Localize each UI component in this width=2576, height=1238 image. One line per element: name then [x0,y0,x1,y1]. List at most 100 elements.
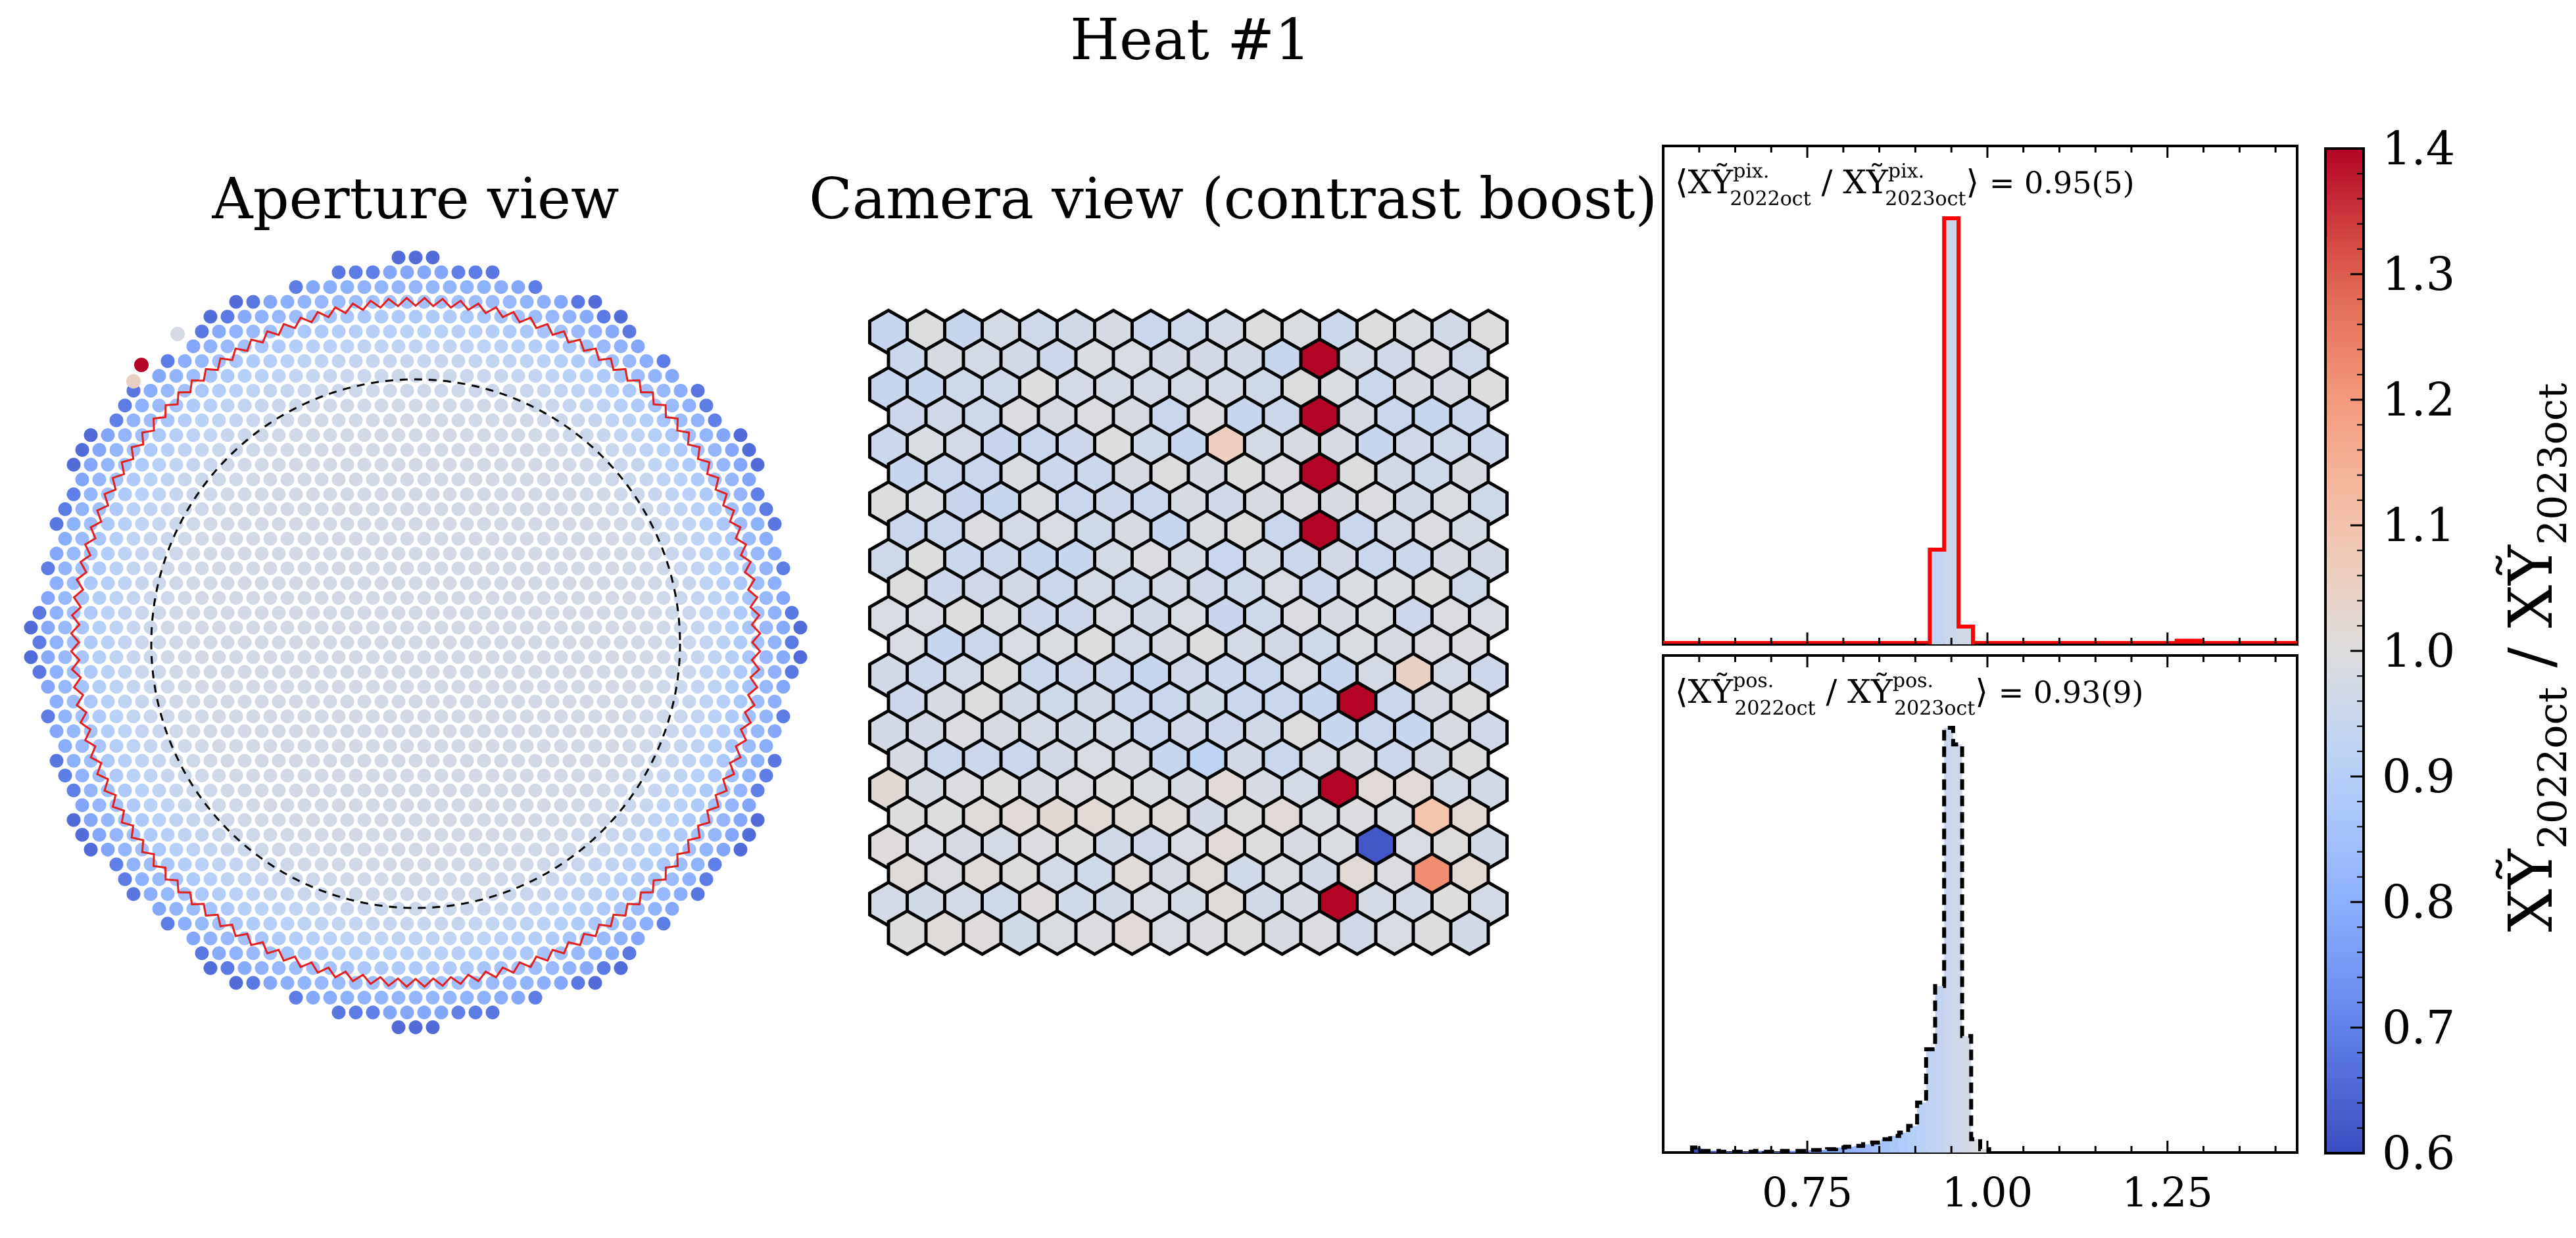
aperture-pixel [673,680,688,694]
aperture-pixel [562,546,577,561]
aperture-pixel [408,931,423,945]
camera-hex-pixel [999,909,1040,957]
aperture-pixel [186,487,201,502]
aperture-pixel [272,487,286,502]
aperture-pixel [537,531,551,546]
aperture-pixel [349,828,363,842]
aperture-pixel [160,828,175,842]
aperture-pixel [229,324,243,339]
aperture-pixel [280,472,295,487]
aperture-pixel [494,990,508,1005]
aperture-pixel [596,369,611,383]
aperture-pixel [545,517,560,531]
aperture-pixel [554,798,568,813]
aperture-pixel [648,487,662,502]
aperture-pixel [400,442,414,457]
aperture-pixel [596,517,611,531]
aperture-pixel [195,769,209,783]
aperture-pixel [289,428,303,442]
aperture-pixel [237,398,252,413]
aperture-pixel [331,531,346,546]
aperture-pixel [520,976,534,990]
aperture-pixel [323,517,337,531]
aperture-pixel [528,546,543,561]
aperture-pixel [160,591,175,605]
aperture-pixel [357,694,372,709]
aperture-pixel [408,842,423,857]
aperture-pixel [528,931,543,945]
aperture-pixel [485,828,500,842]
aperture-pixel [246,887,260,901]
aperture-pixel [203,961,218,975]
aperture-pixel [545,783,560,798]
aperture-pixel [408,635,423,650]
aperture-pixel [203,487,218,502]
aperture-pixel [725,739,739,753]
aperture-pixel [571,621,585,634]
aperture-pixel [331,857,346,872]
aperture-pixel [588,946,602,961]
aperture-pixel [383,531,397,546]
aperture-pixel [725,561,739,575]
aperture-pixel [545,576,560,590]
aperture-pixel [759,709,773,724]
aperture-pixel [306,546,320,561]
aperture-pixel [246,739,260,753]
aperture-pixel [289,458,303,472]
aperture-pixel [408,1020,423,1034]
aperture-pixel [203,369,218,383]
aperture-pixel [383,1005,397,1020]
aperture-pixel [84,428,98,442]
aperture-pixel [579,398,594,413]
camera-hex-pixel [1299,909,1340,957]
aperture-pixel [229,295,243,309]
aperture-pixel [639,650,654,664]
aperture-pixel [673,442,688,457]
aperture-pixel [349,709,363,724]
aperture-pixel [366,1005,380,1020]
hist-outline [1689,726,1991,1154]
aperture-pixel [425,753,440,768]
aperture-pixel [537,295,551,309]
aperture-pixel [212,769,226,783]
aperture-pixel [246,917,260,931]
aperture-pixel [682,398,696,413]
aperture-pixel [596,694,611,709]
aperture-pixel [528,487,543,502]
aperture-pixel [212,472,226,487]
aperture-outlier-pixel [170,327,185,341]
aperture-pixel [186,842,201,857]
aperture-pixel [511,280,525,295]
aperture-pixel [186,517,201,531]
aperture-pixel [118,753,132,768]
aperture-pixel [520,946,534,961]
aperture-pixel [160,798,175,813]
aperture-pixel [297,442,312,457]
aperture-pixel [673,502,688,516]
aperture-pixel [340,813,354,827]
aperture-pixel [588,650,602,664]
aperture-pixel [186,783,201,798]
camera-hex-pixel [961,909,1003,957]
aperture-pixel [143,857,158,872]
aperture-pixel [366,591,380,605]
aperture-pixel [229,946,243,961]
aperture-pixel [195,531,209,546]
aperture-pixel [622,621,637,634]
aperture-pixel [297,561,312,575]
aperture-pixel [708,680,722,694]
aperture-pixel [220,398,235,413]
aperture-pixel [485,917,500,931]
aperture-pixel [314,354,329,368]
aperture-pixel [596,724,611,738]
aperture-pixel [178,621,192,634]
aperture-pixel [323,339,337,354]
aperture-pixel [614,724,628,738]
aperture-pixel [434,976,449,990]
aperture-pixel [596,753,611,768]
aperture-pixel [733,813,748,827]
aperture-pixel [648,753,662,768]
aperture-pixel [237,606,252,620]
aperture-pixel [502,502,517,516]
aperture-pixel [451,739,466,753]
